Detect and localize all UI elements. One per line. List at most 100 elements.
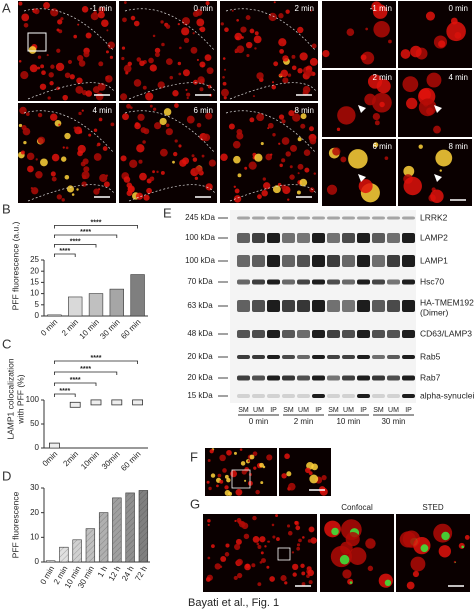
puncta [273,1,276,4]
blot-band [267,394,280,398]
puncta [143,194,150,201]
puncta [410,556,426,572]
blot-band [312,330,325,338]
mw-marker: 100 kDa [185,233,215,242]
bar [109,288,124,317]
blot-band [297,216,310,220]
puncta [85,90,93,97]
puncta [109,55,114,59]
puncta [78,111,82,116]
puncta [235,488,243,496]
puncta [241,36,244,39]
blot-band [252,233,265,243]
view-label: Confocal [341,503,373,512]
puncta [60,156,67,162]
blot-band [252,355,265,359]
puncta [256,113,265,122]
time-label: 0 min [249,417,269,426]
puncta [267,122,274,129]
blot-band [357,255,370,267]
blot-band [342,300,355,312]
puncta [256,72,264,80]
puncta [248,161,257,170]
puncta [379,101,385,108]
puncta [96,144,99,147]
blot-band [237,216,250,220]
blot-band [372,255,385,267]
puncta [252,95,255,98]
puncta [201,64,204,68]
puncta [406,581,415,590]
puncta [376,79,391,94]
puncta [278,114,285,120]
puncta [220,22,224,26]
puncta [76,188,79,191]
blot-band [282,216,295,220]
blot-band [402,394,415,398]
blot-band [372,216,385,220]
puncta [278,38,287,47]
puncta [224,490,231,496]
puncta [174,103,179,108]
time-label: 0 min [448,4,468,13]
puncta [253,466,257,470]
puncta [340,156,347,163]
puncta [297,137,302,142]
blot-band [297,300,310,312]
puncta [18,1,23,6]
puncta [50,8,59,17]
blot-band [297,330,310,338]
puncta [159,117,167,126]
puncta [321,475,327,481]
puncta [220,153,228,161]
puncta [37,136,46,145]
puncta [285,151,291,157]
puncta [186,92,191,97]
blot-band [342,355,355,359]
y-tick-label: 0 [35,311,40,320]
puncta [194,165,203,174]
puncta [308,126,314,132]
puncta [346,28,355,37]
puncta [18,59,22,63]
puncta [165,128,173,136]
blot-band [267,330,280,338]
puncta [365,27,369,31]
arrowhead [358,174,366,182]
bar-hatch [139,490,148,562]
puncta [208,159,216,167]
protein-label: CD63/LAMP3 [420,328,472,338]
puncta [169,75,174,80]
box [49,442,60,449]
puncta [296,546,301,551]
cell-outline [124,110,216,202]
puncta [412,570,420,578]
puncta [219,479,224,484]
puncta [220,556,227,562]
puncta [149,104,153,108]
puncta [373,142,379,148]
protein-label: HA-TMEM192 [420,297,474,307]
puncta [291,551,295,554]
bar [130,274,145,317]
y-tick-label: 20 [30,508,39,517]
blot-band [252,300,265,312]
puncta [446,21,466,42]
zoom-box [277,547,291,561]
puncta [309,474,319,484]
y-tick-label: 25 [30,255,39,264]
puncta [310,537,317,544]
puncta [199,27,202,31]
blot-band [297,255,310,267]
puncta [64,174,70,180]
puncta [297,163,304,170]
puncta [254,153,263,162]
blot-band [342,375,355,381]
puncta [426,72,442,88]
panel-letter: A [2,0,11,15]
x-tick-label: 30min [100,450,122,472]
puncta [234,188,240,194]
puncta [272,133,276,137]
puncta [223,68,227,71]
puncta [81,6,89,13]
